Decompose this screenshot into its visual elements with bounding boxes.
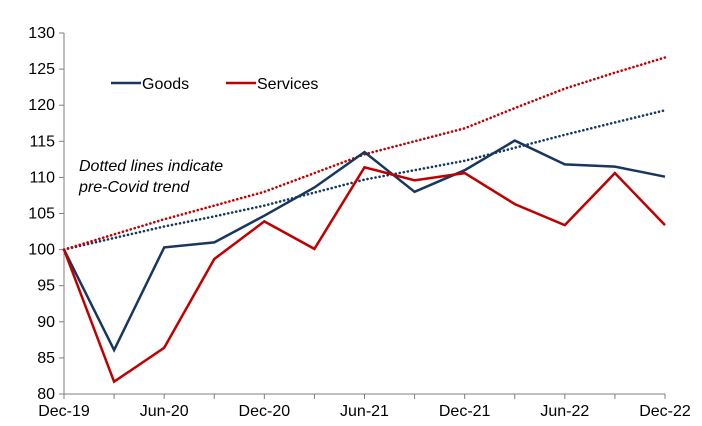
- y-tick-label: 85: [37, 350, 55, 367]
- y-tick-label: 115: [29, 133, 55, 150]
- x-tick-label: Dec-22: [639, 403, 691, 420]
- x-tick-label: Dec-20: [239, 403, 291, 420]
- y-tick-label: 120: [28, 97, 55, 114]
- legend-label-services: Services: [257, 76, 318, 93]
- y-tick-label: 110: [29, 169, 55, 186]
- annotation-line: pre-Covid trend: [78, 179, 190, 196]
- x-tick-label: Dec-19: [38, 403, 90, 420]
- y-tick-label: 105: [28, 206, 55, 223]
- annotation: Dotted lines indicate pre-Covid trend: [78, 158, 223, 196]
- y-tick-label: 95: [37, 278, 55, 295]
- goods-solid-line: [62, 139, 666, 353]
- x-tick-label: Jun-21: [340, 403, 389, 420]
- annotation-line: Dotted lines indicate: [79, 158, 223, 175]
- legend: Goods Services: [111, 76, 318, 93]
- x-tick-label: Dec-21: [439, 403, 491, 420]
- y-tick-label: 130: [28, 25, 55, 42]
- y-axis: 80 85 90 95 100 105 110 115 120 125 130: [28, 25, 65, 403]
- trend-dotted-line: [62, 56, 667, 251]
- x-tick-label: Jun-22: [540, 403, 589, 420]
- y-tick-label: 100: [28, 242, 55, 259]
- trend-dotted-line: [62, 109, 667, 251]
- y-tick-label: 80: [37, 386, 55, 403]
- legend-label-goods: Goods: [142, 76, 189, 93]
- services-solid-line: [62, 165, 666, 384]
- y-tick-label: 90: [37, 314, 55, 331]
- x-tick-label: Jun-20: [140, 403, 189, 420]
- y-tick-label: 125: [28, 61, 55, 78]
- plot-series: [62, 56, 667, 384]
- x-axis: Dec-19 Jun-20 Dec-20 Jun-21 Dec-21 Jun-22 Dec-…: [38, 393, 691, 420]
